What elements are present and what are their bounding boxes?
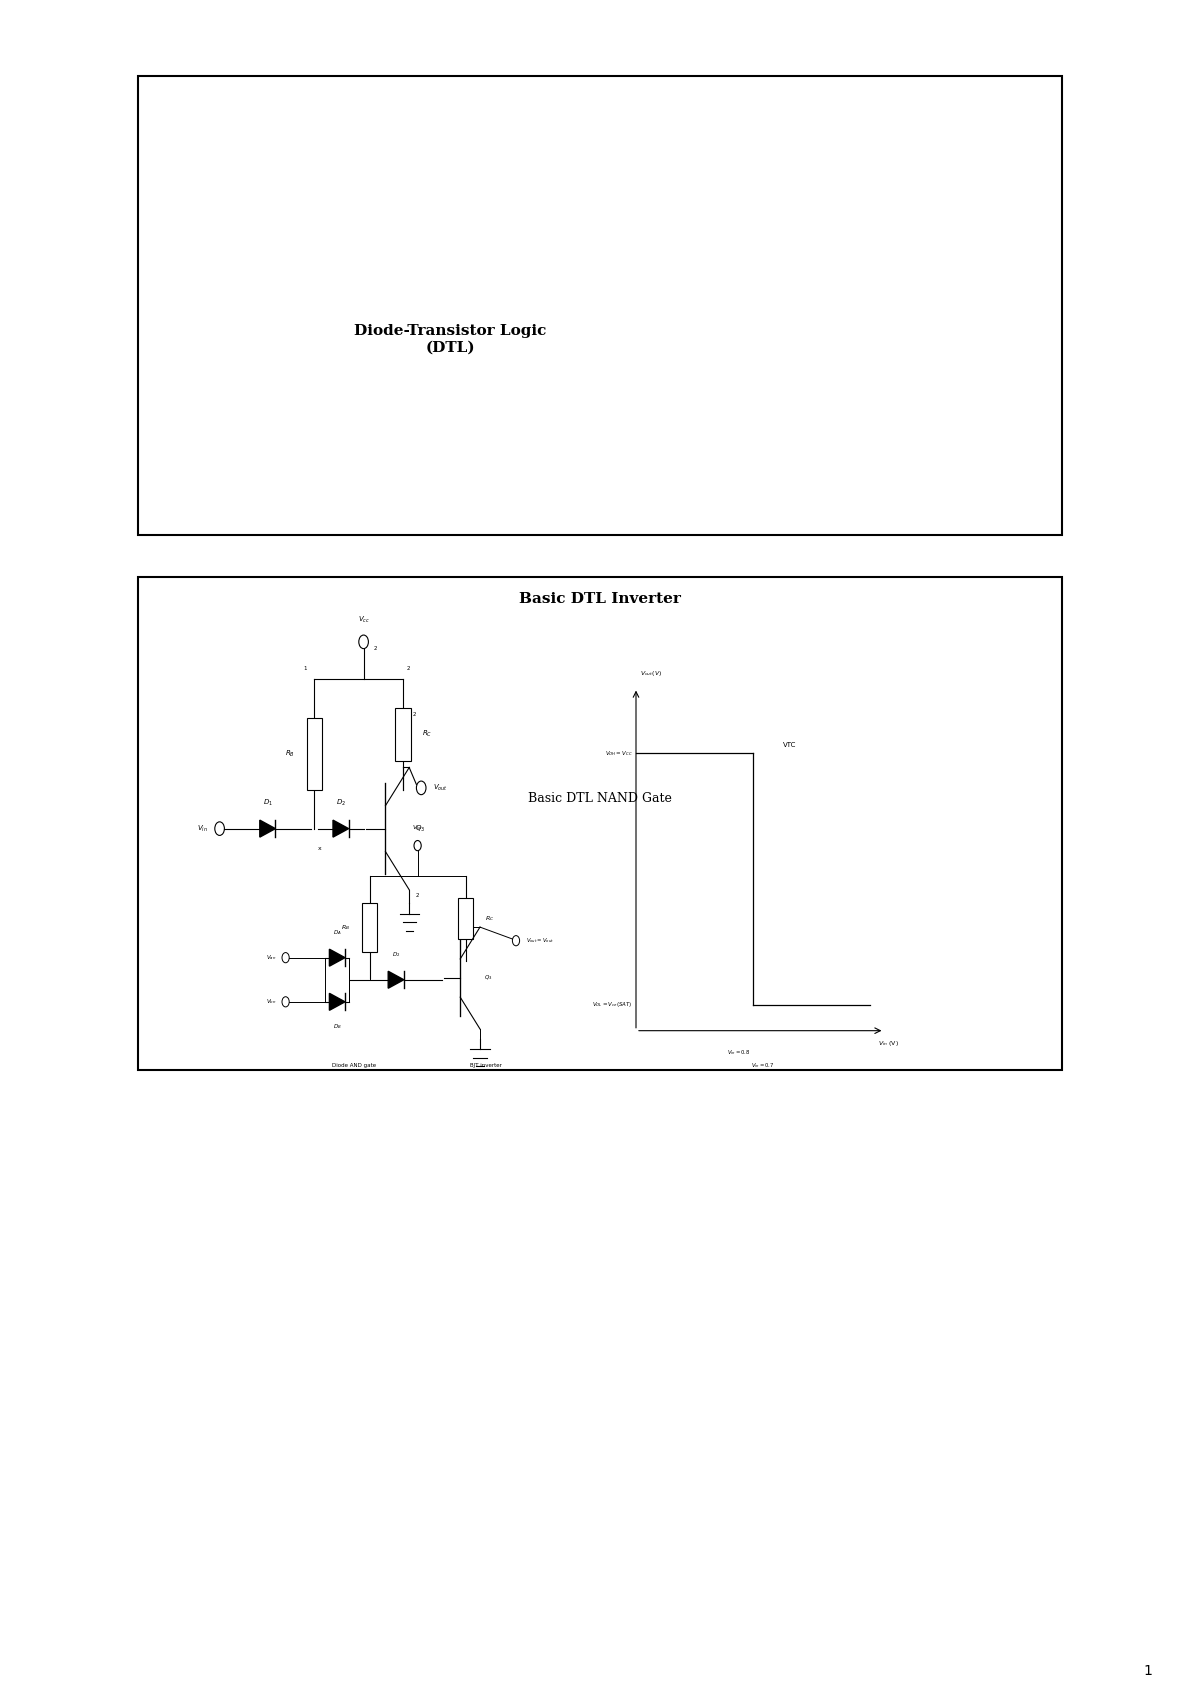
- Text: $D_2$: $D_2$: [392, 951, 400, 959]
- Text: $V_{OH}=V_{CC}$: $V_{OH}=V_{CC}$: [605, 749, 632, 757]
- Text: $V_{in}$: $V_{in}$: [197, 824, 208, 834]
- Text: $V_{cc}$: $V_{cc}$: [358, 615, 370, 625]
- Text: $R_B$: $R_B$: [341, 922, 350, 932]
- Text: $D_B$: $D_B$: [332, 1022, 342, 1031]
- Text: $D_2$: $D_2$: [336, 798, 346, 808]
- Bar: [307, 718, 323, 790]
- Text: $Q_3$: $Q_3$: [415, 824, 426, 834]
- Text: 2: 2: [407, 666, 410, 671]
- Polygon shape: [389, 971, 403, 988]
- Bar: [362, 903, 378, 951]
- Text: $V_{in}=0.7$: $V_{in}=0.7$: [751, 1061, 774, 1070]
- Bar: [138, 76, 1062, 535]
- Text: $V_{out}$: $V_{out}$: [433, 783, 448, 793]
- Text: Basic DTL Inverter: Basic DTL Inverter: [520, 593, 680, 606]
- Bar: [458, 898, 474, 939]
- Text: $V_{an}$: $V_{an}$: [265, 953, 276, 963]
- Text: $V_{out}=V_{out}$: $V_{out}=V_{out}$: [526, 936, 553, 946]
- Text: Diode AND gate: Diode AND gate: [332, 1063, 376, 1068]
- Text: $R_C$: $R_C$: [485, 914, 494, 924]
- Text: $V_{out}(V)$: $V_{out}(V)$: [640, 669, 661, 678]
- Text: Basic DTL NAND Gate: Basic DTL NAND Gate: [528, 791, 672, 805]
- Bar: [396, 708, 412, 761]
- Text: $D_1$: $D_1$: [263, 798, 272, 808]
- Polygon shape: [329, 993, 346, 1010]
- Polygon shape: [260, 820, 276, 837]
- Text: VTC: VTC: [784, 742, 797, 747]
- Text: $V_{cc}$: $V_{cc}$: [412, 824, 424, 832]
- Text: $R_B$: $R_B$: [286, 749, 295, 759]
- Polygon shape: [329, 949, 346, 966]
- Text: 1: 1: [1144, 1664, 1152, 1678]
- Text: $D_A$: $D_A$: [332, 929, 342, 937]
- Text: $V_{bn}$: $V_{bn}$: [265, 997, 276, 1007]
- Text: 2: 2: [373, 647, 377, 650]
- Text: $V_{OL}=V_{ce}(SAT)$: $V_{OL}=V_{ce}(SAT)$: [592, 1000, 632, 1009]
- Text: $V_{in}$ (V): $V_{in}$ (V): [877, 1039, 899, 1048]
- Text: $R_C$: $R_C$: [422, 728, 432, 740]
- Text: Diode-Transistor Logic
(DTL): Diode-Transistor Logic (DTL): [354, 324, 546, 355]
- Text: BJT inverter: BJT inverter: [470, 1063, 502, 1068]
- Text: x: x: [318, 846, 322, 851]
- Bar: [138, 577, 1062, 1070]
- Text: 1: 1: [304, 666, 307, 671]
- Text: $Q_3$: $Q_3$: [484, 973, 492, 983]
- Text: 2: 2: [415, 893, 419, 898]
- Text: 2: 2: [413, 711, 416, 717]
- Polygon shape: [334, 820, 349, 837]
- Text: $V_{in}=0.8$: $V_{in}=0.8$: [727, 1048, 750, 1056]
